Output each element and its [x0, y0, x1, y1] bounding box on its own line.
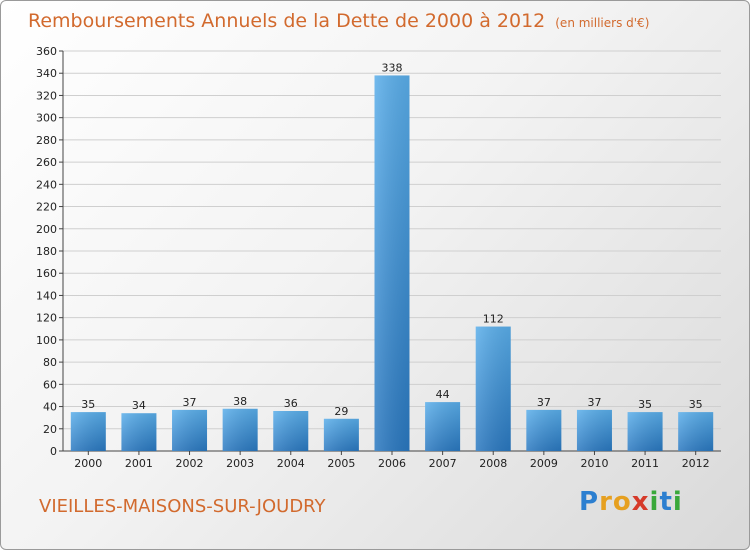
- bar-shade: [323, 418, 359, 451]
- bar-shade: [678, 412, 714, 451]
- y-tick-label: 120: [36, 312, 57, 325]
- y-tick-label: 240: [36, 178, 57, 191]
- bar-shade: [374, 75, 410, 451]
- proxiti-logo: Proxiti: [579, 487, 683, 517]
- bar-shade: [526, 409, 562, 451]
- bars: [70, 75, 714, 451]
- y-tick-label: 20: [43, 423, 57, 436]
- data-label: 34: [132, 399, 146, 412]
- data-label: 36: [284, 397, 298, 410]
- y-tick-label: 160: [36, 267, 57, 280]
- logo-letter: x: [631, 487, 650, 517]
- x-tick-label: 2006: [378, 457, 406, 470]
- y-tick-label: 360: [36, 45, 57, 58]
- y-tick-label: 80: [43, 356, 57, 369]
- y-tick-label: 320: [36, 89, 57, 102]
- y-tick-label: 260: [36, 156, 57, 169]
- y-tick-label: 280: [36, 134, 57, 147]
- data-label: 37: [587, 396, 601, 409]
- data-label: 37: [183, 396, 197, 409]
- bar-shade: [172, 409, 208, 451]
- chart-unit: (en milliers d'€): [555, 16, 650, 30]
- logo-letter: P: [579, 487, 600, 517]
- data-label: 29: [334, 405, 348, 418]
- x-tick-label: 2012: [682, 457, 710, 470]
- y-tick-label: 40: [43, 401, 57, 414]
- logo-letter: i: [649, 487, 660, 517]
- x-tick-label: 2000: [74, 457, 102, 470]
- bar-shade: [475, 326, 511, 451]
- labels: 0 20 40 60 80 100 120 140 160 180 200 220 240 260 280 3…: [36, 45, 710, 470]
- chart-title: Remboursements Annuels de la Dette de 20…: [28, 10, 649, 32]
- x-tick-label: 2009: [530, 457, 558, 470]
- logo-letter: t: [659, 487, 673, 517]
- data-label: 338: [382, 61, 403, 74]
- x-tick-label: 2002: [176, 457, 204, 470]
- data-label: 38: [233, 395, 247, 408]
- y-tick-label: 140: [36, 289, 57, 302]
- bar-shade: [222, 408, 258, 451]
- y-tick-label: 100: [36, 334, 57, 347]
- bar-shade: [273, 411, 309, 451]
- city-name: VIEILLES-MAISONS-SUR-JOUDRY: [39, 496, 326, 517]
- y-tick-label: 180: [36, 245, 57, 258]
- y-tick-label: 200: [36, 223, 57, 236]
- data-label: 35: [81, 398, 95, 411]
- bar-shade: [576, 409, 612, 451]
- x-tick-label: 2007: [429, 457, 457, 470]
- bar-shade: [627, 412, 663, 451]
- logo-letter: o: [612, 487, 632, 517]
- data-label: 44: [436, 388, 450, 401]
- data-label: 112: [483, 313, 504, 326]
- data-label: 35: [638, 398, 652, 411]
- logo-letter: i: [672, 487, 683, 517]
- x-tick-label: 2008: [479, 457, 507, 470]
- y-tick-label: 0: [50, 445, 57, 458]
- y-tick-label: 340: [36, 67, 57, 80]
- data-label: 37: [537, 396, 551, 409]
- bar-shade: [425, 402, 461, 451]
- x-tick-label: 2010: [580, 457, 608, 470]
- y-tick-label: 300: [36, 112, 57, 125]
- bar-shade: [121, 413, 157, 451]
- y-tick-label: 60: [43, 378, 57, 391]
- x-tick-label: 2005: [327, 457, 355, 470]
- data-label: 35: [689, 398, 703, 411]
- x-tick-label: 2003: [226, 457, 254, 470]
- logo-letter: r: [599, 487, 613, 517]
- bar-shade: [70, 412, 106, 451]
- x-tick-label: 2004: [277, 457, 305, 470]
- chart-title-text: Remboursements Annuels de la Dette de 20…: [28, 10, 546, 32]
- x-tick-label: 2001: [125, 457, 153, 470]
- y-tick-label: 220: [36, 201, 57, 214]
- x-tick-label: 2011: [631, 457, 659, 470]
